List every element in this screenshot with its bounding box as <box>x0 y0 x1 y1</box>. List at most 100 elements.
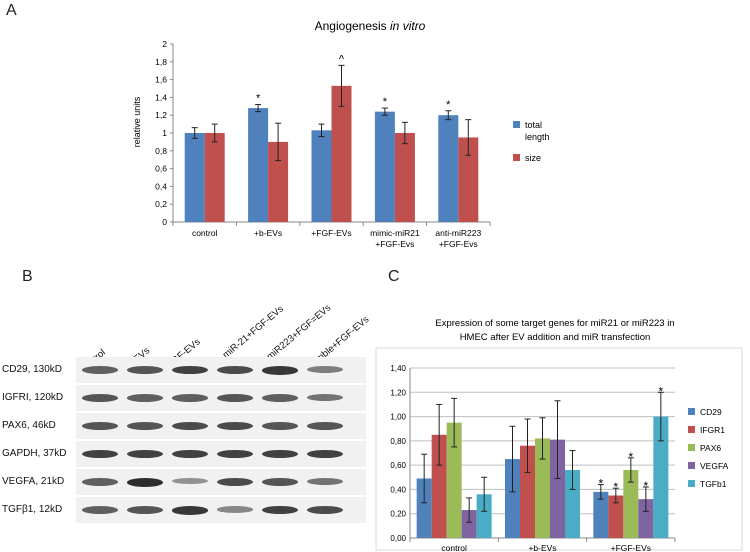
y-tick-label: 0,00 <box>390 534 406 543</box>
significance-marker: * <box>383 96 388 108</box>
legend-label: TGFb1 <box>700 479 727 489</box>
y-tick-label: 0,8 <box>155 146 167 156</box>
blot-band <box>172 478 208 485</box>
blot-row-label: TGFβ1, 12kD <box>2 504 63 515</box>
blot-band <box>172 506 208 515</box>
significance-marker: * <box>628 450 633 464</box>
y-tick-label: 1 <box>162 128 167 138</box>
blot-row-label: IGFRI, 120kD <box>2 392 64 403</box>
bar-TGFb1 <box>565 470 580 538</box>
chart-c-title-line1: Expression of some target genes for miR2… <box>435 318 674 329</box>
bar-total-length <box>438 115 459 222</box>
bar-TGFb1 <box>476 494 492 538</box>
legend-swatch <box>688 444 695 451</box>
blot-band <box>262 422 298 430</box>
blot-band <box>307 450 343 459</box>
y-tick-label: 0 <box>162 217 167 227</box>
significance-marker: * <box>256 93 261 105</box>
blot-band <box>172 422 208 430</box>
y-tick-label: 0,60 <box>390 461 406 470</box>
bar-size <box>204 133 225 222</box>
bar-total-length <box>311 130 332 222</box>
legend-swatch <box>688 462 695 469</box>
legend-swatch <box>513 154 520 161</box>
y-tick-label: 1,2 <box>155 110 167 120</box>
legend-label: VEGFA <box>700 461 729 471</box>
blot-row-label: GAPDH, 37kD <box>2 448 67 459</box>
y-tick-label: 0,4 <box>155 181 167 191</box>
x-tick-label: control <box>441 543 467 552</box>
bar-IFGR1 <box>520 445 535 538</box>
blot-band <box>127 422 163 430</box>
significance-marker: * <box>658 384 663 398</box>
bar-PAX6 <box>623 470 639 538</box>
bar-IFGR1 <box>431 434 447 538</box>
blot-band <box>217 422 253 430</box>
blot-band <box>82 366 118 374</box>
y-tick-label: 2 <box>162 39 167 49</box>
blot-band <box>127 394 163 402</box>
x-tick-label: +b-EVs <box>254 228 282 238</box>
y-tick-label: 1,4 <box>155 92 167 102</box>
legend-label: PAX6 <box>700 443 721 453</box>
blot-band <box>217 450 253 459</box>
blot-band <box>172 394 208 402</box>
blot-row-label: CD29, 130kD <box>2 364 63 375</box>
blot-band <box>82 478 118 486</box>
y-tick-label: 1,00 <box>390 413 406 422</box>
blot-band <box>82 394 118 402</box>
bar-VEGFA <box>550 439 565 538</box>
x-tick-label: mimic-miR21 <box>370 228 420 238</box>
bar-PAX6 <box>535 438 550 538</box>
blot-band <box>172 366 208 375</box>
legend-swatch <box>513 121 520 128</box>
bar-VEGFA <box>638 499 654 538</box>
x-tick-label: anti-miR223 <box>435 228 481 238</box>
y-tick-label: 1,8 <box>155 57 167 67</box>
bar-CD29 <box>593 491 609 538</box>
panel-label-a: A <box>6 2 17 19</box>
chart-a-ylabel: relative units <box>132 96 142 147</box>
blot-band <box>262 506 298 515</box>
legend-label: CD29 <box>700 407 722 417</box>
legend-label: length <box>525 132 550 142</box>
y-tick-label: 0,80 <box>390 437 406 446</box>
x-tick-label: +b-EVs <box>528 543 556 552</box>
blot-band <box>217 506 253 513</box>
legend-swatch <box>688 408 695 415</box>
significance-marker: * <box>643 479 648 493</box>
bar-size <box>458 137 479 222</box>
angiogenesis-chart: Angiogenesis in vitro relative units 0 0,… <box>132 19 550 249</box>
panel-label-b: B <box>22 268 33 285</box>
bar-size <box>331 85 352 222</box>
y-tick-label: 1,40 <box>390 364 406 373</box>
blot-band <box>262 394 298 402</box>
significance-marker: * <box>613 480 618 494</box>
y-tick-label: 1,20 <box>390 388 406 397</box>
y-tick-label: 0,40 <box>390 485 406 494</box>
bar-CD29 <box>505 459 520 538</box>
y-tick-label: 0,6 <box>155 164 167 174</box>
bar-total-length <box>184 133 205 222</box>
x-tick-label: +FGF-Evs <box>375 239 414 249</box>
blot-band <box>262 478 298 486</box>
blot-band <box>127 366 163 374</box>
blot-band <box>307 506 343 514</box>
blot-band <box>217 366 253 374</box>
y-tick-label: 0,2 <box>155 199 167 209</box>
bar-PAX6 <box>446 422 462 538</box>
x-tick-label: +FGF-EVs <box>311 228 351 238</box>
legend-swatch <box>688 480 695 487</box>
legend-label: IFGR1 <box>700 425 725 435</box>
blot-row-label: VEGFA, 21kD <box>2 476 65 487</box>
bar-CD29 <box>416 478 432 538</box>
legend-label: size <box>525 153 541 163</box>
blot-band <box>127 478 163 487</box>
blot-band <box>127 450 163 459</box>
x-tick-label: +FGF-EVs <box>611 543 651 552</box>
blot-band <box>172 450 208 459</box>
blot-band <box>307 478 343 485</box>
blot-band <box>127 506 163 514</box>
significance-marker: ^ <box>339 53 345 65</box>
chart-a-title: Angiogenesis in vitro <box>315 19 426 33</box>
